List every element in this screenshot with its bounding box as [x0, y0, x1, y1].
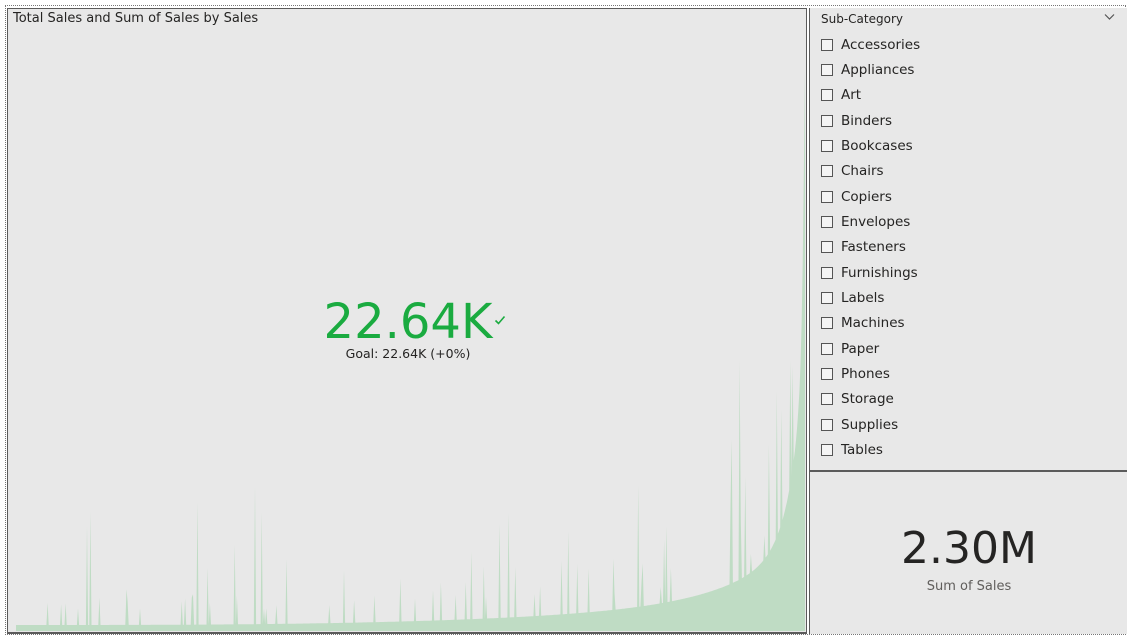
slicer-item-bookcases[interactable]: Bookcases: [821, 133, 920, 158]
slicer-item-label: Storage: [841, 391, 894, 408]
kpi-value-text: 22.64K: [323, 294, 493, 350]
slicer-item-label: Labels: [841, 290, 885, 307]
checkbox[interactable]: [821, 216, 833, 229]
kpi-visual[interactable]: Total Sales and Sum of Sales by Sales 22…: [7, 8, 807, 634]
slicer-item-label: Furnishings: [841, 264, 918, 281]
checkbox[interactable]: [821, 292, 833, 305]
slicer-item-storage[interactable]: Storage: [821, 387, 920, 412]
card-label: Sum of Sales: [926, 579, 1012, 594]
checkbox[interactable]: [821, 241, 833, 254]
slicer-item-label: Binders: [841, 112, 893, 129]
slicer-item-phones[interactable]: Phones: [821, 361, 920, 386]
sub-category-slicer: Sub-Category Accessories Appliances Art Bin…: [809, 8, 1127, 472]
slicer-item-machines[interactable]: Machines: [821, 311, 920, 336]
kpi-goal: Goal: 22.64K (+0%): [345, 346, 471, 361]
slicer-item-label: Envelopes: [841, 214, 911, 231]
kpi-value: 22.64K: [323, 294, 506, 350]
slicer-item-labels[interactable]: Labels: [821, 285, 920, 310]
card-value: 2.30M: [901, 523, 1037, 574]
kpi-title: Total Sales and Sum of Sales by Sales: [13, 11, 259, 26]
checkbox[interactable]: [821, 190, 833, 203]
slicer-item-art[interactable]: Art: [821, 83, 920, 108]
slicer-item-label: Appliances: [841, 62, 915, 79]
checkbox[interactable]: [821, 140, 833, 153]
slicer-item-supplies[interactable]: Supplies: [821, 412, 920, 437]
checkbox[interactable]: [821, 368, 833, 381]
slicer-item-label: Tables: [841, 442, 883, 459]
checkbox[interactable]: [821, 444, 833, 457]
slicer-item-tables[interactable]: Tables: [821, 438, 920, 463]
slicer-item-label: Phones: [841, 366, 890, 383]
slicer-item-chairs[interactable]: Chairs: [821, 159, 920, 184]
slicer-item-appliances[interactable]: Appliances: [821, 57, 920, 82]
slicer-item-label: Machines: [841, 315, 905, 332]
checkbox[interactable]: [821, 64, 833, 77]
checkbox[interactable]: [821, 342, 833, 355]
check-icon: [495, 315, 506, 325]
slicer-item-label: Accessories: [841, 36, 921, 53]
slicer-item-label: Chairs: [841, 163, 884, 180]
slicer-item-label: Art: [841, 87, 862, 104]
slicer-item-label: Bookcases: [841, 138, 913, 155]
checkbox[interactable]: [821, 38, 833, 51]
slicer-item-label: Fasteners: [841, 239, 906, 256]
checkbox[interactable]: [821, 114, 833, 127]
slicer-item-fasteners[interactable]: Fasteners: [821, 235, 920, 260]
slicer-item-label: Paper: [841, 340, 880, 357]
checkbox[interactable]: [821, 89, 833, 102]
checkbox[interactable]: [821, 393, 833, 406]
slicer-item-furnishings[interactable]: Furnishings: [821, 260, 920, 285]
slicer-item-label: Copiers: [841, 188, 892, 205]
slicer-item-envelopes[interactable]: Envelopes: [821, 209, 920, 234]
checkbox[interactable]: [821, 165, 833, 178]
slicer-item-copiers[interactable]: Copiers: [821, 184, 920, 209]
checkbox[interactable]: [821, 317, 833, 330]
slicer-item-accessories[interactable]: Accessories: [821, 32, 920, 57]
slicer-item-binders[interactable]: Binders: [821, 108, 920, 133]
checkbox[interactable]: [821, 418, 833, 431]
slicer-item-paper[interactable]: Paper: [821, 336, 920, 361]
slicer-list: Accessories Appliances Art Binders Bookcases…: [821, 32, 920, 463]
slicer-item-label: Supplies: [841, 416, 899, 433]
sum-of-sales-card: 2.30M Sum of Sales: [809, 472, 1127, 634]
chevron-down-icon[interactable]: [1104, 13, 1115, 21]
checkbox[interactable]: [821, 266, 833, 279]
slicer-header: Sub-Category: [821, 12, 903, 26]
